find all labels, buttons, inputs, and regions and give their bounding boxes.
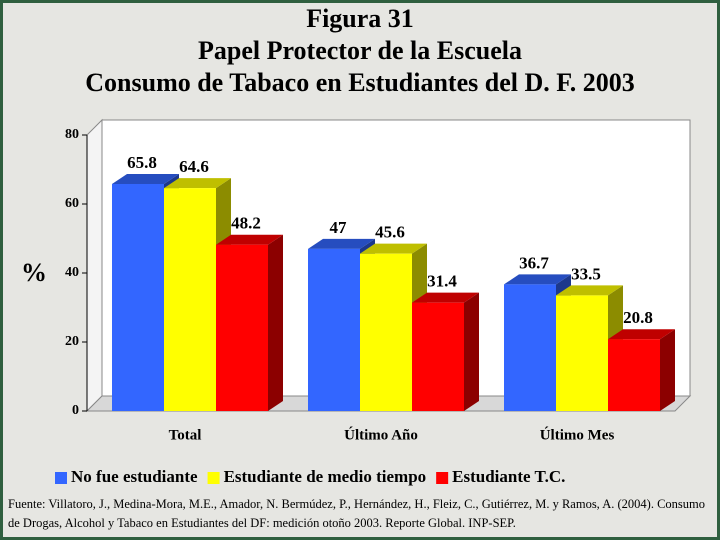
y-axis-label: % bbox=[21, 258, 47, 287]
value-label: 33.5 bbox=[571, 264, 601, 283]
side-wall bbox=[86, 118, 103, 413]
value-label: 31.4 bbox=[427, 272, 457, 291]
legend-swatch bbox=[436, 472, 449, 484]
bar bbox=[412, 302, 464, 411]
bar bbox=[164, 188, 216, 411]
y-tick-label: 80 bbox=[65, 127, 79, 142]
chart-title: Consumo de Tabaco en Estudiantes del D. … bbox=[85, 68, 635, 97]
bar-top bbox=[216, 234, 283, 245]
legend-label: Estudiante de medio tiempo bbox=[224, 467, 427, 486]
value-label: 48.2 bbox=[231, 214, 261, 233]
chart: Figura 31 Papel Protector de la Escuela Co… bbox=[21, 4, 692, 486]
y-tick-label: 0 bbox=[72, 403, 79, 418]
bar bbox=[608, 339, 660, 411]
value-label: 65.8 bbox=[127, 153, 157, 172]
value-label: 64.6 bbox=[179, 157, 209, 176]
y-tick-label: 40 bbox=[65, 265, 79, 280]
chart-title: Figura 31 bbox=[306, 4, 414, 33]
bar-top bbox=[556, 285, 623, 296]
x-tick-label: Total bbox=[169, 427, 202, 443]
bar-top bbox=[308, 238, 375, 249]
value-label: 45.6 bbox=[375, 223, 405, 242]
value-label: 47 bbox=[330, 218, 348, 237]
bar-top bbox=[360, 243, 427, 254]
bar-top bbox=[412, 292, 479, 303]
bar bbox=[360, 253, 412, 411]
bar bbox=[556, 295, 608, 411]
bar-top bbox=[112, 173, 179, 184]
value-label: 36.7 bbox=[519, 253, 549, 272]
legend-swatch bbox=[55, 472, 67, 484]
x-tick-label: Último Mes bbox=[540, 426, 615, 443]
legend-label: No fue estudiante bbox=[71, 467, 198, 486]
bar-side bbox=[464, 292, 479, 411]
bar-top bbox=[164, 178, 231, 189]
bar-top bbox=[608, 329, 675, 340]
bar bbox=[308, 248, 360, 411]
bar bbox=[216, 244, 268, 411]
legend-swatch bbox=[207, 472, 220, 484]
y-tick-label: 20 bbox=[65, 334, 79, 349]
y-tick-label: 60 bbox=[65, 196, 79, 211]
x-tick-label: Último Año bbox=[344, 426, 418, 443]
source-note: Fuente: Villatoro, J., Medina-Mora, M.E.… bbox=[8, 497, 706, 530]
bar-side bbox=[660, 329, 675, 411]
value-label: 20.8 bbox=[623, 308, 653, 327]
bar bbox=[112, 183, 164, 411]
bar-side bbox=[268, 234, 283, 411]
chart-title: Papel Protector de la Escuela bbox=[198, 36, 522, 65]
bar bbox=[504, 284, 556, 411]
bar-top bbox=[504, 274, 571, 285]
legend-label: Estudiante T.C. bbox=[452, 467, 565, 486]
